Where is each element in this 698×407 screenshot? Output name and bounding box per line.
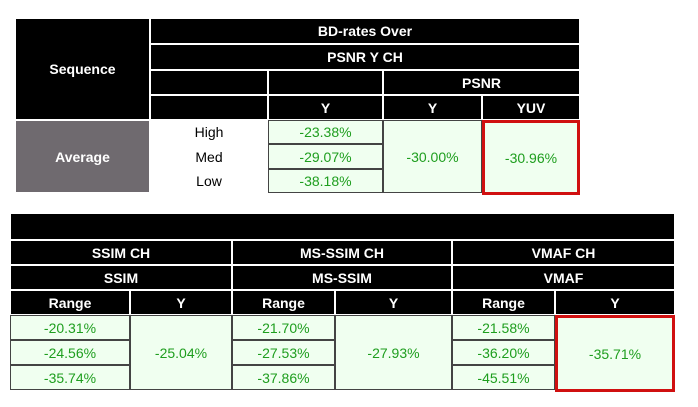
- highlight-cell: -35.71%: [555, 315, 675, 392]
- blank-cell: [150, 70, 268, 95]
- header-cell: Range: [232, 290, 335, 315]
- blank-cell: [150, 95, 268, 120]
- value-cell: -23.38%: [268, 120, 383, 144]
- blank-cell: [268, 70, 383, 95]
- value-cell: -36.20%: [452, 340, 555, 365]
- header-cell: SSIM CH: [10, 240, 232, 265]
- header-cell: Range: [452, 290, 555, 315]
- value-cell: -37.86%: [232, 365, 335, 390]
- header-cell: Y: [130, 290, 232, 315]
- header-cell: Range: [10, 290, 130, 315]
- value-cell: -45.51%: [452, 365, 555, 390]
- header-cell: YUV: [482, 95, 580, 120]
- header-cell: Y: [383, 95, 482, 120]
- header-cell: Y: [335, 290, 452, 315]
- value-cell: -27.53%: [232, 340, 335, 365]
- header-cell: Y: [555, 290, 675, 315]
- value-cell: -38.18%: [268, 169, 383, 193]
- row-label: Average: [15, 120, 150, 193]
- value-cell: -35.74%: [10, 365, 130, 390]
- value-cell: -29.07%: [268, 144, 383, 169]
- level-label: Med: [150, 144, 268, 169]
- header-cell: VMAF CH: [452, 240, 675, 265]
- header-cell: MS-SSIM: [232, 265, 452, 290]
- value-cell: -21.58%: [452, 315, 555, 340]
- header-cell: SSIM: [10, 265, 232, 290]
- highlight-cell: -30.96%: [482, 120, 580, 195]
- value-cell: -25.04%: [130, 315, 232, 390]
- value-cell: -27.93%: [335, 315, 452, 390]
- level-label: High: [150, 120, 268, 144]
- value-cell: -24.56%: [10, 340, 130, 365]
- header-cell: PSNR Y CH: [150, 44, 580, 70]
- level-label: Low: [150, 169, 268, 193]
- header-cell: VMAF: [452, 265, 675, 290]
- value-cell: -20.31%: [10, 315, 130, 340]
- blank-bar: [10, 213, 675, 240]
- value-cell: -21.70%: [232, 315, 335, 340]
- header-cell: PSNR: [383, 70, 580, 95]
- header-cell: MS-SSIM CH: [232, 240, 452, 265]
- value-cell: -30.00%: [383, 120, 482, 193]
- header-cell: Y: [268, 95, 383, 120]
- header-cell: BD-rates Over: [150, 18, 580, 44]
- header-cell: Sequence: [15, 18, 150, 120]
